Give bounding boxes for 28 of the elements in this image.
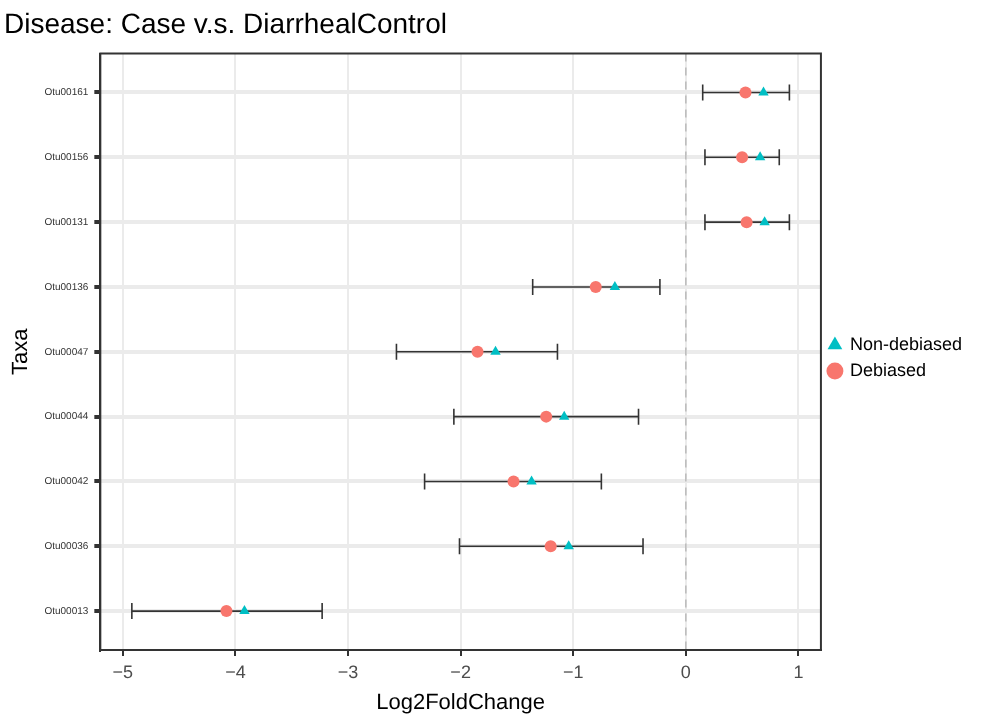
point [559,410,570,420]
point [609,280,621,290]
x-axis-title: Log2FoldChange [376,690,546,715]
point [740,216,753,229]
point [220,605,233,618]
legend-label: Non-debiased [849,333,963,354]
x-tick-label: −5 [112,661,134,682]
point [589,280,602,293]
x-tick-label: −4 [225,661,246,682]
x-tick-label: 1 [793,661,804,682]
point [759,216,770,226]
point [544,540,557,553]
point [471,345,484,358]
y-axis-title: Taxa [9,326,34,376]
point [490,345,501,355]
legend-label: Debiased [849,359,926,380]
x-tick-label: −3 [337,661,359,682]
point [736,151,749,164]
point [507,475,520,488]
x-tick-label: −1 [562,661,584,682]
point [563,540,574,550]
point [239,605,250,615]
point [739,86,752,99]
point [754,151,766,161]
chart-title: Disease: Case v.s. DiarrhealControl [4,6,447,39]
point [540,410,553,423]
x-tick-label: 0 [680,661,691,682]
x-tick-label: −2 [450,661,471,682]
